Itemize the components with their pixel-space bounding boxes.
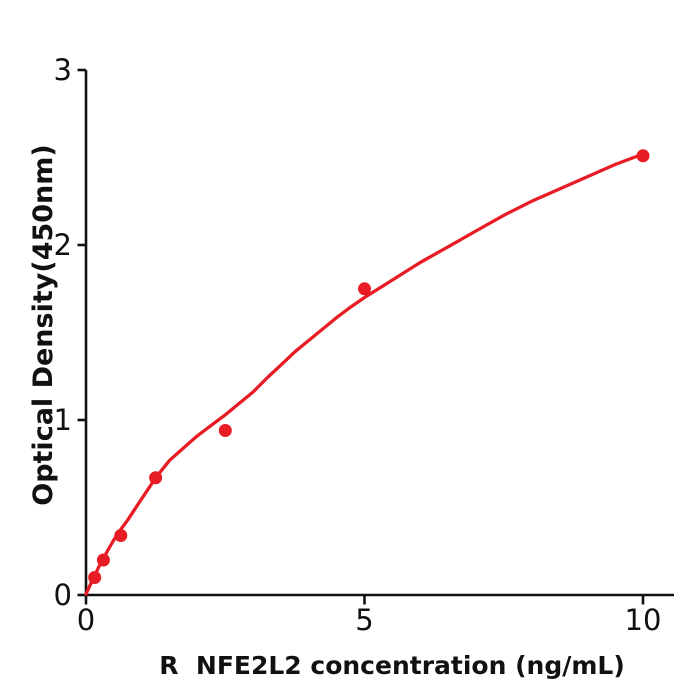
x-axis-title: R NFE2L2 concentration (ng/mL) [159, 651, 625, 680]
y-axis-title: Optical Density(450nm) [28, 144, 59, 506]
data-points [88, 149, 650, 584]
y-tick-label: 2 [54, 228, 72, 262]
data-point [96, 553, 110, 567]
data-point [636, 149, 650, 163]
x-axis-ticks: 0 5 10 [77, 595, 662, 637]
x-tick-label: 0 [77, 603, 95, 637]
data-point [358, 282, 371, 296]
x-tick-label: 10 [625, 603, 662, 637]
data-point [218, 424, 232, 437]
data-point [114, 529, 128, 542]
fit-curve-line [84, 152, 645, 596]
data-point [88, 571, 102, 584]
y-tick-label: 0 [54, 578, 72, 612]
x-tick-label: 5 [355, 603, 373, 637]
y-tick-label: 3 [54, 53, 72, 87]
y-axis-ticks: 0 1 2 3 [54, 53, 86, 612]
y-tick-label: 1 [54, 403, 72, 437]
data-point [149, 471, 163, 485]
axes [84, 70, 674, 597]
